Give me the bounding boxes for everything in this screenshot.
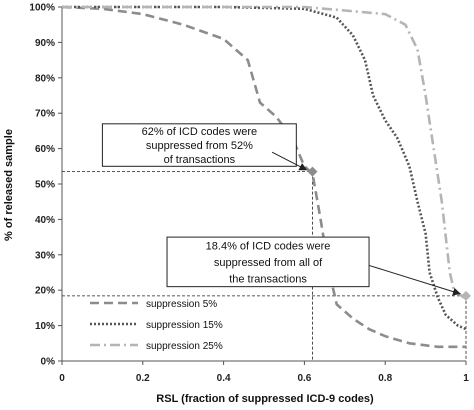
data-marker [307,166,318,177]
annotation-text: the transactions [229,273,307,285]
x-tick-label: 0.8 [378,373,392,384]
annotation-text: suppressed from all of [214,257,323,269]
markers-layer [307,166,471,301]
legend-label: suppression 5% [146,299,217,310]
legend-label: suppression 25% [146,341,223,352]
x-tick-label: 0.6 [297,373,311,384]
reference-lines [62,171,467,361]
y-tick-label: 40% [35,215,55,226]
annotation-text: 62% of ICD codes were [142,126,258,138]
x-tick-label: 0.2 [136,373,150,384]
x-axis-title: RSL (fraction of suppressed ICD-9 codes) [156,393,374,405]
series-layer [61,5,468,349]
y-tick-label: 80% [35,73,55,84]
x-tick-label: 0.4 [217,373,231,384]
x-tick-label: 1 [463,373,469,384]
annotations-layer: 62% of ICD codes were suppressed from 52%… [101,123,461,296]
y-tick-label: 0% [41,357,56,368]
annotation-text: 18.4% of ICD codes were [206,240,331,252]
axes: 0% 10% 20% 30% 40% 50% 60% 70% 80% 90% 100% 0 0.2 0.4… [29,3,469,385]
y-tick-label: 10% [35,321,55,332]
data-marker [461,290,471,301]
y-tick-label: 50% [35,180,55,191]
y-axis-title: % of released sample [3,129,15,241]
annotation-text: of transactions [164,154,236,166]
annotation-text: suppressed from 52% [146,140,253,152]
annotation-arrow [368,264,461,296]
annotation-box [101,123,297,167]
annotation-arrow [271,151,308,171]
y-tick-label: 20% [35,286,55,297]
series-line [62,5,468,302]
x-tick-label: 0 [59,373,65,384]
y-tick-label: 70% [35,109,55,120]
y-tick-label: 90% [35,38,55,49]
series-line [62,5,467,331]
annotation-box [166,236,370,288]
legend: suppression 5% suppression 15% suppression… [90,299,223,352]
y-tick-label: 60% [35,144,55,155]
y-tick-label: 100% [29,3,55,14]
y-tick-label: 30% [35,250,55,261]
legend-label: suppression 15% [146,320,223,331]
series-line [61,5,466,349]
